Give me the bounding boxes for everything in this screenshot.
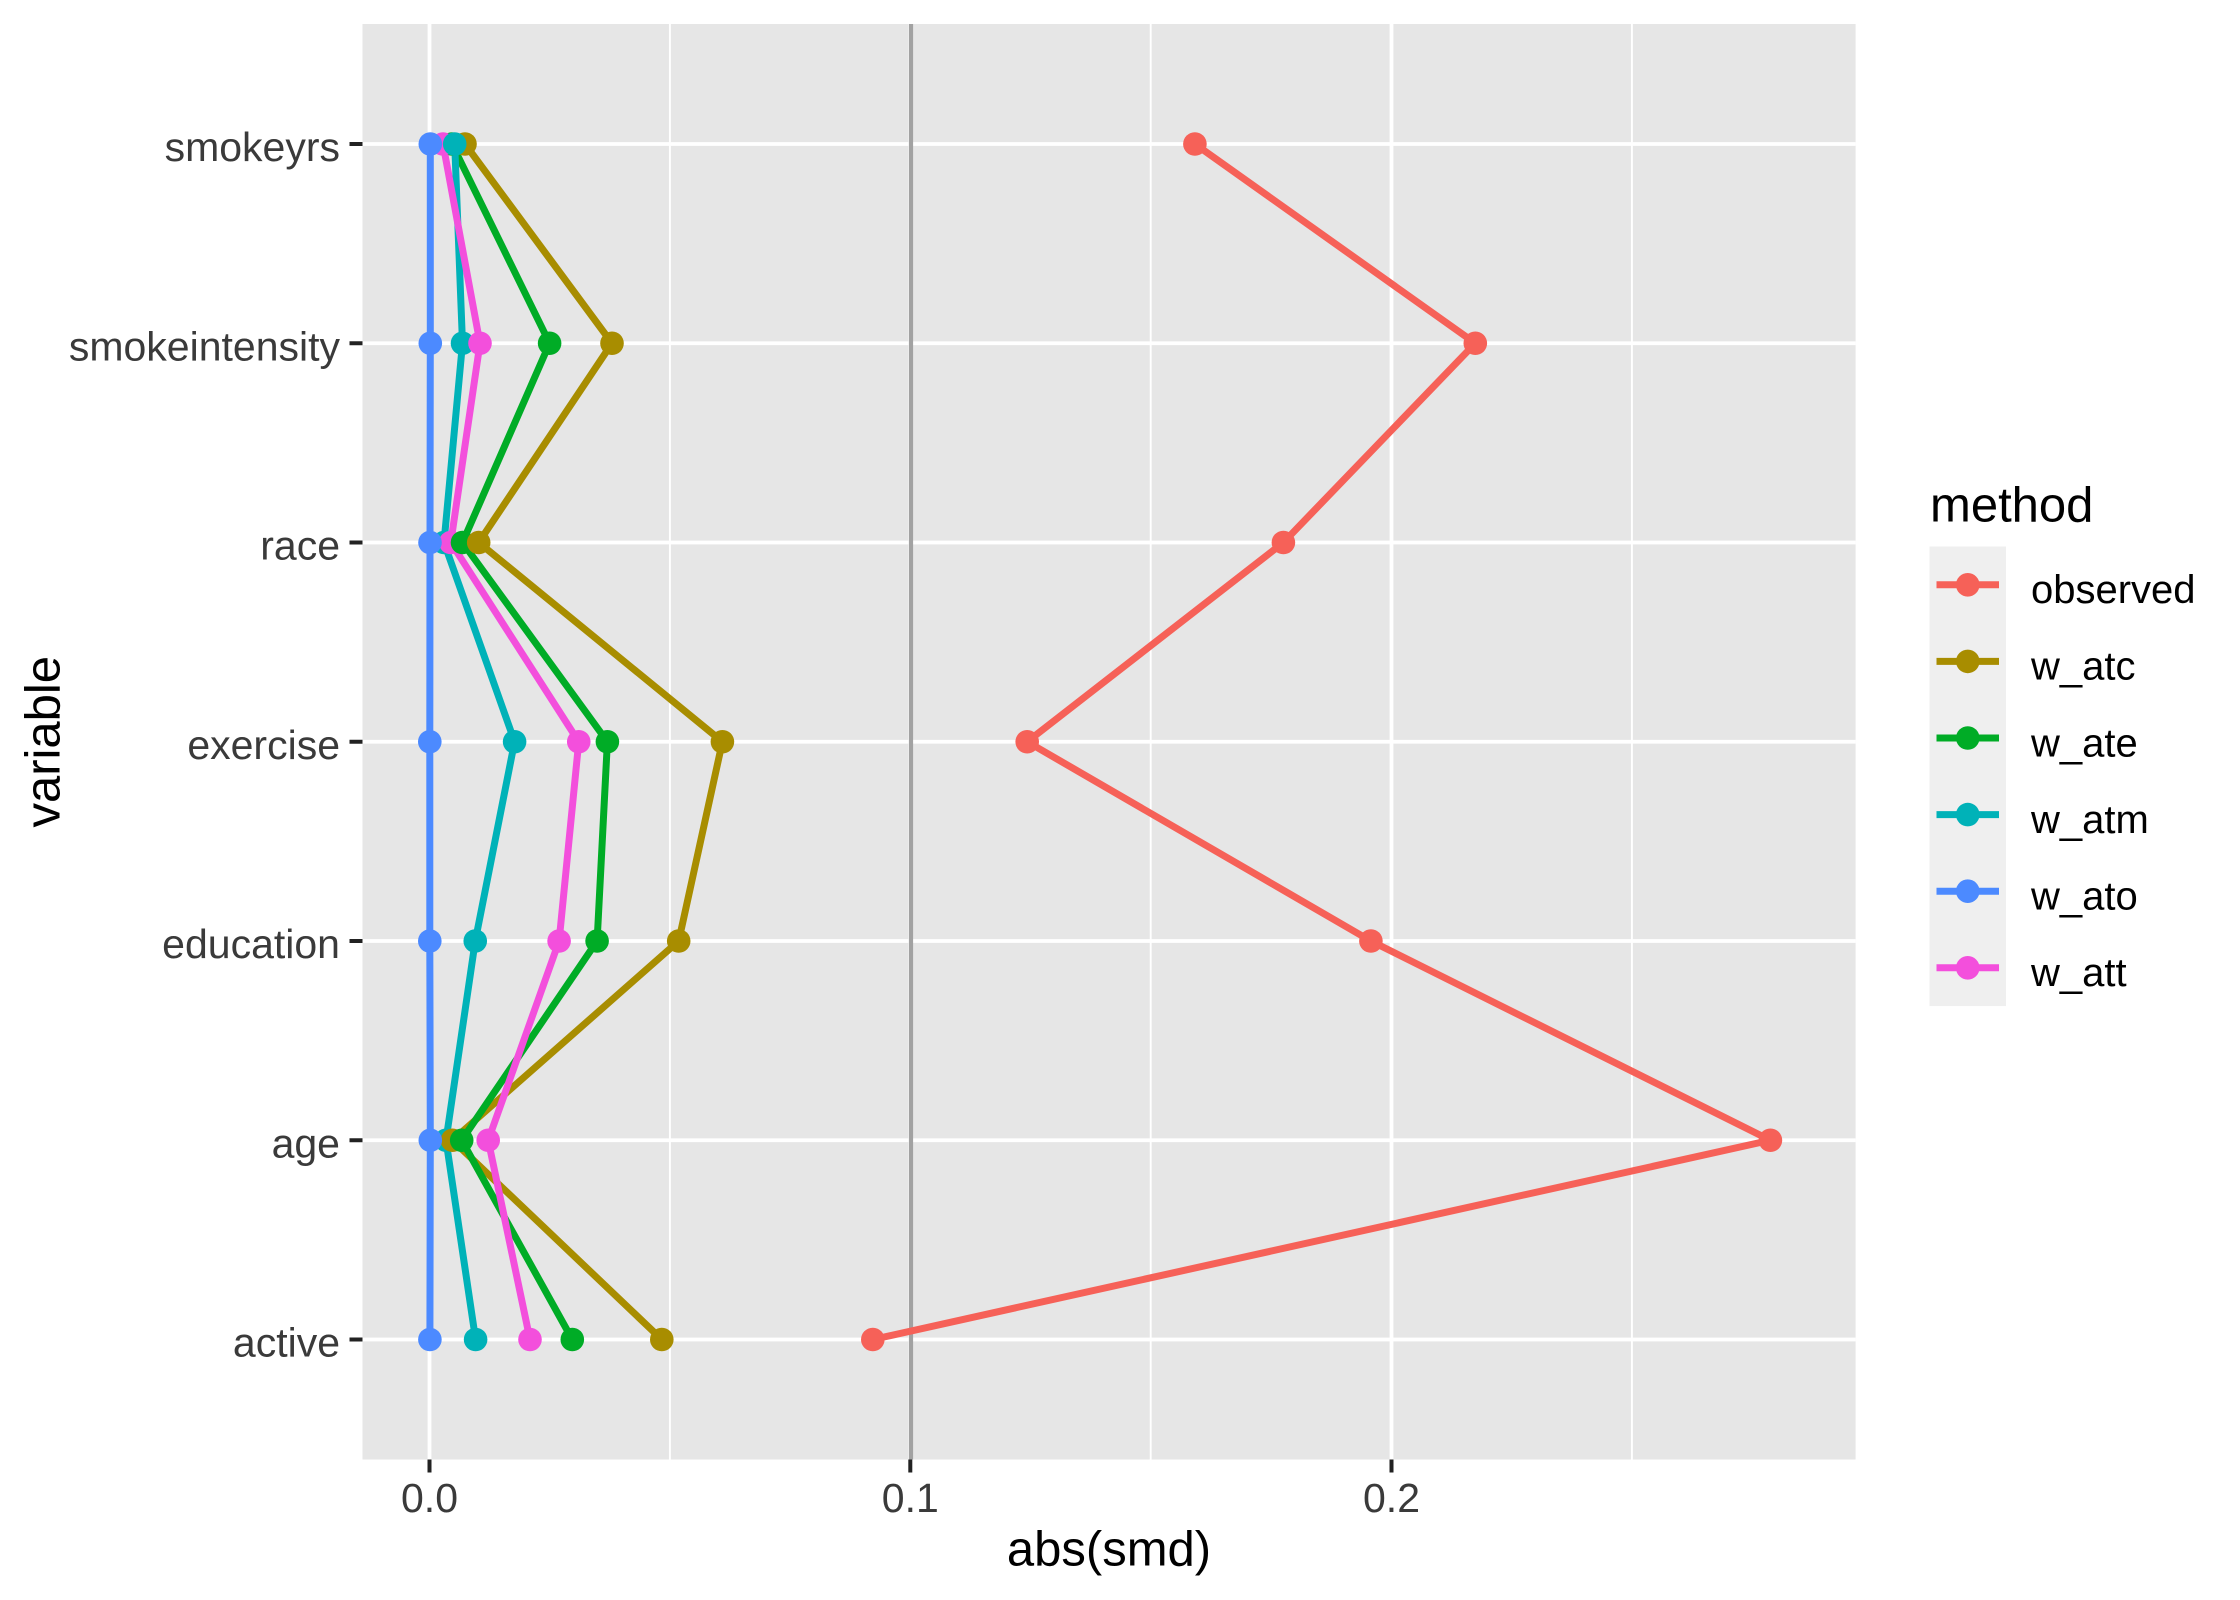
svg-text:observed: observed (2031, 568, 2196, 612)
svg-text:age: age (272, 1120, 340, 1166)
svg-text:0.0: 0.0 (401, 1475, 458, 1521)
svg-text:w_atm: w_atm (2030, 798, 2149, 842)
svg-text:smokeyrs: smokeyrs (165, 124, 340, 170)
svg-text:education: education (162, 921, 340, 967)
svg-text:abs(smd): abs(smd) (1007, 1523, 1211, 1577)
svg-text:race: race (260, 523, 340, 569)
svg-text:w_ato: w_ato (2030, 875, 2138, 919)
svg-text:exercise: exercise (187, 722, 340, 768)
svg-text:w_ate: w_ate (2030, 721, 2138, 765)
svg-text:0.2: 0.2 (1363, 1475, 1420, 1521)
svg-text:0.1: 0.1 (882, 1475, 939, 1521)
svg-text:smokeintensity: smokeintensity (69, 323, 341, 369)
svg-text:method: method (1930, 479, 2093, 533)
svg-text:w_atc: w_atc (2030, 645, 2136, 689)
svg-text:active: active (233, 1320, 340, 1366)
svg-text:w_att: w_att (2030, 951, 2127, 995)
svg-text:variable: variable (17, 656, 71, 828)
